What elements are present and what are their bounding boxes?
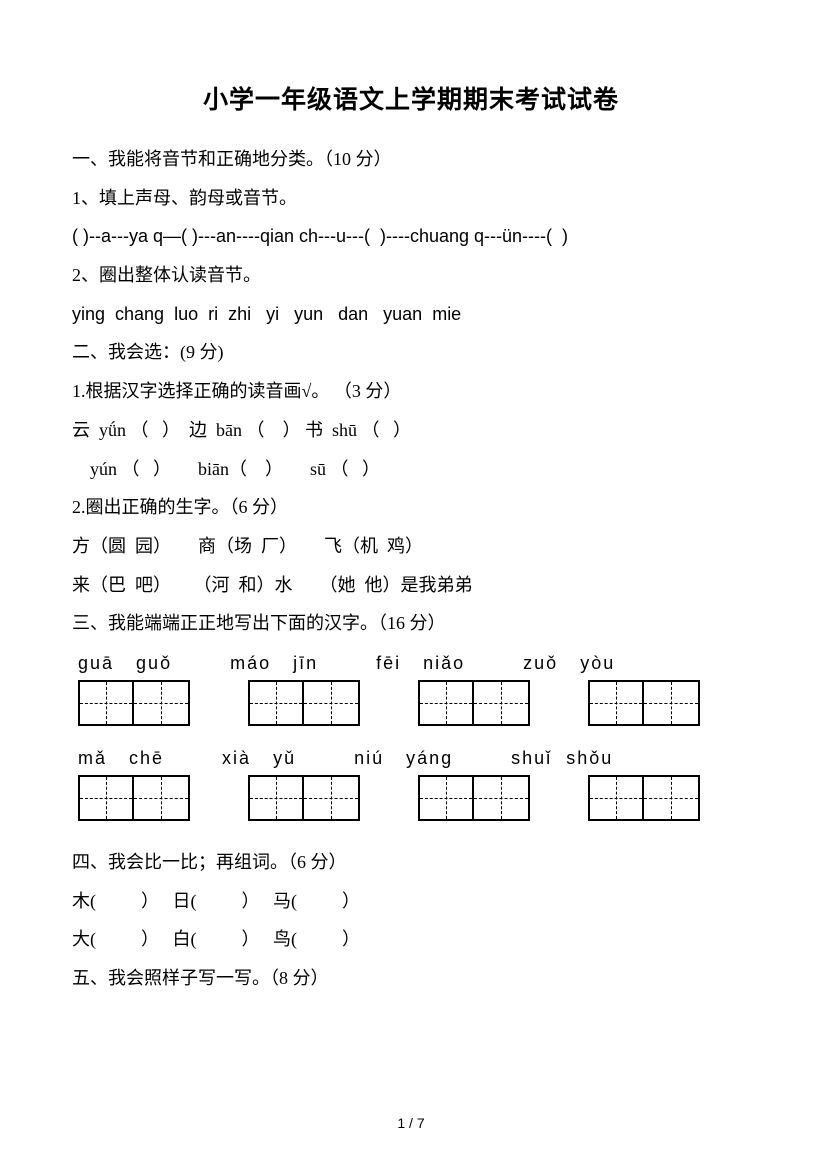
writing-grid-group-2: mǎ chē xià yǔ niú yáng shuǐ shǒu [72, 748, 750, 821]
tianzi-pair [418, 680, 530, 726]
tianzi-box [644, 775, 700, 821]
pinyin: yǔ [273, 748, 296, 769]
section-2-head: 二、我会选：(9 分) [72, 333, 750, 372]
page-title: 小学一年级语文上学期期末考试试卷 [72, 80, 750, 116]
tianzi-box [248, 680, 304, 726]
page-footer: 1 / 7 [0, 1115, 822, 1131]
tianzi-box [588, 775, 644, 821]
section-1-head: 一、我能将音节和正确地分类。（10 分） [72, 140, 750, 179]
tianzi-pair [588, 775, 700, 821]
tianzi-pair [418, 775, 530, 821]
pinyin: yáng [406, 748, 453, 769]
tianzi-box [588, 680, 644, 726]
pinyin-pair: xià yǔ [222, 748, 296, 769]
tianzi-pair [248, 680, 360, 726]
q1-1-prompt: 1、填上声母、韵母或音节。 [72, 179, 750, 218]
pinyin: fēi [376, 653, 401, 674]
section-5-head: 五、我会照样子写一写。（8 分） [72, 959, 750, 998]
tianzi-box [134, 680, 190, 726]
q1-2-prompt: 2、圈出整体认读音节。 [72, 256, 750, 295]
pinyin-pair: shuǐ shǒu [511, 748, 613, 769]
pinyin-pair: zuǒ yòu [523, 653, 615, 674]
pinyin: yòu [580, 653, 615, 674]
tianzi-box [418, 680, 474, 726]
tianzi-pair [78, 680, 190, 726]
pinyin-pair: mǎ chē [78, 748, 164, 769]
tianzi-box [78, 775, 134, 821]
tianzi-box [474, 775, 530, 821]
pinyin-row-1: guā guǒ máo jīn fēi niǎo zuǒ yòu [72, 653, 750, 674]
pinyin: shuǐ [511, 748, 552, 769]
section-4-head: 四、我会比一比；再组词。（6 分） [72, 843, 750, 882]
writing-grid-group-1: guā guǒ máo jīn fēi niǎo zuǒ yòu [72, 653, 750, 726]
pinyin: shǒu [566, 748, 613, 769]
q1-1-blank-line: ( )--a---ya q—( )---an----qian ch---u---… [72, 217, 750, 256]
tianzi-box [304, 775, 360, 821]
pinyin: xià [222, 748, 251, 769]
tianzi-box [304, 680, 360, 726]
tianzi-box [134, 775, 190, 821]
pinyin: guǒ [136, 653, 172, 674]
pinyin: niǎo [423, 653, 465, 674]
tianzi-box [644, 680, 700, 726]
section-3-head: 三、我能端端正正地写出下面的汉字。（16 分） [72, 604, 750, 643]
q4-row2: 大( ） 白( ） 鸟( ） [72, 920, 750, 959]
tianzi-box [474, 680, 530, 726]
pinyin: jīn [293, 653, 318, 674]
pinyin-pair: máo jīn [230, 653, 318, 674]
exam-page: 小学一年级语文上学期期末考试试卷 一、我能将音节和正确地分类。（10 分） 1、… [0, 0, 822, 1165]
tianzi-row-1 [72, 680, 750, 726]
pinyin: niú [354, 748, 384, 769]
q1-2-syllables: ying chang luo ri zhi yi yun dan yuan mi… [72, 295, 750, 334]
pinyin-pair: niú yáng [354, 748, 453, 769]
q2-1-row1: 云 yǘn （ ） 边 bān （ ） 书 shū （ ） [72, 411, 750, 450]
tianzi-box [248, 775, 304, 821]
q2-1-row2: yún （ ） biān（ ） sū （ ） [72, 450, 750, 489]
q2-2-row2: 来（巴 吧） （河 和）水 （她 他）是我弟弟 [72, 566, 750, 605]
tianzi-pair [588, 680, 700, 726]
q2-2-prompt: 2.圈出正确的生字。（6 分） [72, 488, 750, 527]
tianzi-pair [248, 775, 360, 821]
tianzi-row-2 [72, 775, 750, 821]
pinyin: chē [129, 748, 164, 769]
pinyin-pair: fēi niǎo [376, 653, 465, 674]
pinyin: mǎ [78, 748, 107, 769]
tianzi-pair [78, 775, 190, 821]
pinyin-row-2: mǎ chē xià yǔ niú yáng shuǐ shǒu [72, 748, 750, 769]
pinyin: guā [78, 653, 114, 674]
q2-1-prompt: 1.根据汉字选择正确的读音画√。 （3 分） [72, 372, 750, 411]
q4-row1: 木( ） 日( ） 马( ） [72, 882, 750, 921]
pinyin: máo [230, 653, 271, 674]
pinyin-pair: guā guǒ [78, 653, 172, 674]
tianzi-box [78, 680, 134, 726]
pinyin: zuǒ [523, 653, 558, 674]
tianzi-box [418, 775, 474, 821]
q2-2-row1: 方（圆 园） 商（场 厂） 飞（机 鸡） [72, 527, 750, 566]
